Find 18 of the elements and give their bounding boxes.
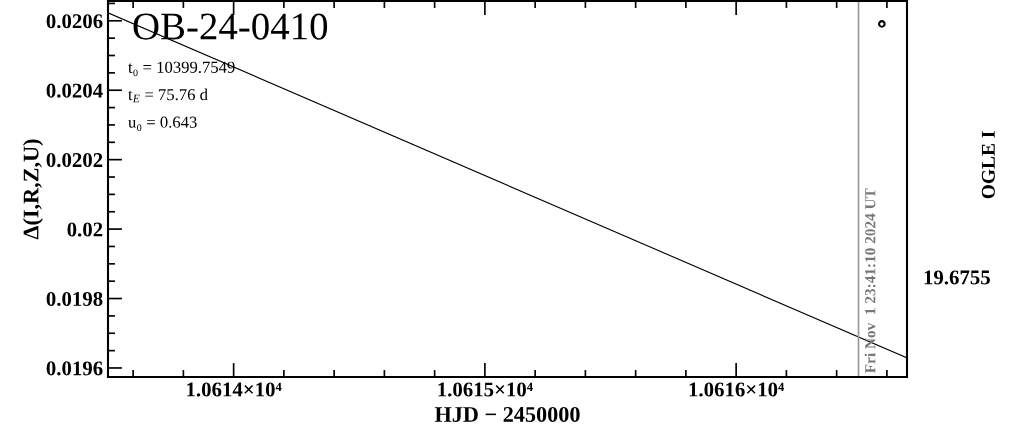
- x-tick-label: 1.0614×10⁴: [187, 382, 282, 397]
- x-axis-title: HJD − 2450000: [434, 406, 580, 422]
- y2-axis-title: OGLE I: [981, 131, 995, 199]
- y-tick-label: 0.0198: [46, 291, 103, 307]
- annotation: Fri Nov 1 23:41:10 2024 UT: [864, 188, 876, 373]
- y-tick-label: 0.02: [67, 222, 103, 237]
- text: 19.6755: [924, 270, 990, 285]
- annotation: u₀ = 0.643: [128, 116, 197, 132]
- y-tick-label: 0.0204: [46, 83, 103, 98]
- annotation: t$_{E}$ = 75.76 d: [128, 88, 208, 103]
- x-tick-label: 1.0616×10⁴: [689, 382, 785, 397]
- y-tick-label: 0.0196: [46, 361, 103, 376]
- y-tick-label: 0.0206: [46, 14, 103, 29]
- x-tick-label: 1.0615×10⁴: [438, 382, 533, 397]
- y-tick-label: 0.0202: [46, 153, 103, 168]
- y-axis-title: Δ(I,R,Z,U): [22, 139, 44, 240]
- annotation: t₀ = 10399.7549: [128, 61, 235, 77]
- chart-title: OB-24-0410: [133, 13, 328, 40]
